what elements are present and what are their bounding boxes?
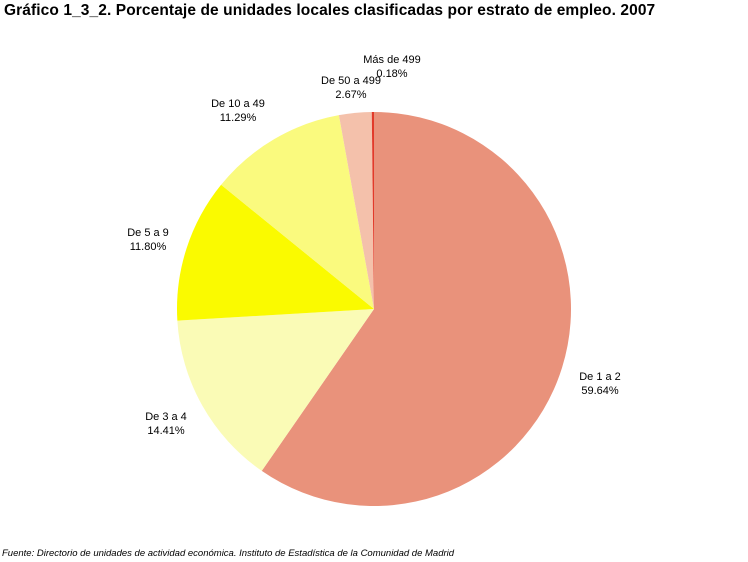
slice-label: De 1 a 2 59.64% — [579, 371, 621, 397]
slice-value-label: 14.41% — [147, 425, 185, 437]
slice-category-label: Más de 499 — [363, 54, 420, 66]
slice-category-label: De 50 a 499 — [321, 75, 381, 87]
pie-slice — [177, 184, 374, 321]
pie-slice — [221, 115, 374, 310]
slice-value-label: 11.80% — [130, 241, 167, 253]
pie-slice — [338, 112, 374, 309]
chart-title: Gráfico 1_3_2. Porcentaje de unidades lo… — [4, 2, 656, 19]
pie-labels: De 1 a 2 59.64% De 3 a 4 14.41% De 5 a 9 11.8… — [127, 54, 621, 437]
slice-label: Más de 499 0.18% — [363, 54, 420, 80]
slice-label: De 50 a 499 2.67% — [321, 75, 381, 101]
slice-value-label: 0.18% — [376, 68, 407, 80]
pie-chart: De 1 a 2 59.64% De 3 a 4 14.41% De 5 a 9 11.8… — [127, 54, 621, 507]
slice-value-label: 11.29% — [220, 112, 257, 124]
pie-slice — [371, 112, 374, 309]
slice-label: De 5 a 9 11.80% — [127, 227, 169, 253]
slice-category-label: De 3 a 4 — [145, 411, 187, 423]
source-note: Fuente: Directorio de unidades de activi… — [2, 548, 455, 559]
slice-category-label: De 10 a 49 — [211, 98, 265, 110]
pie-slice — [261, 112, 571, 507]
slice-label: De 10 a 49 11.29% — [211, 98, 265, 124]
slice-label: De 3 a 4 14.41% — [145, 411, 187, 437]
slice-value-label: 2.67% — [335, 89, 366, 101]
pie-slices — [177, 112, 571, 507]
slice-category-label: De 1 a 2 — [579, 371, 621, 383]
pie-slice — [177, 309, 374, 471]
slice-category-label: De 5 a 9 — [127, 227, 169, 239]
slice-value-label: 59.64% — [581, 385, 619, 397]
